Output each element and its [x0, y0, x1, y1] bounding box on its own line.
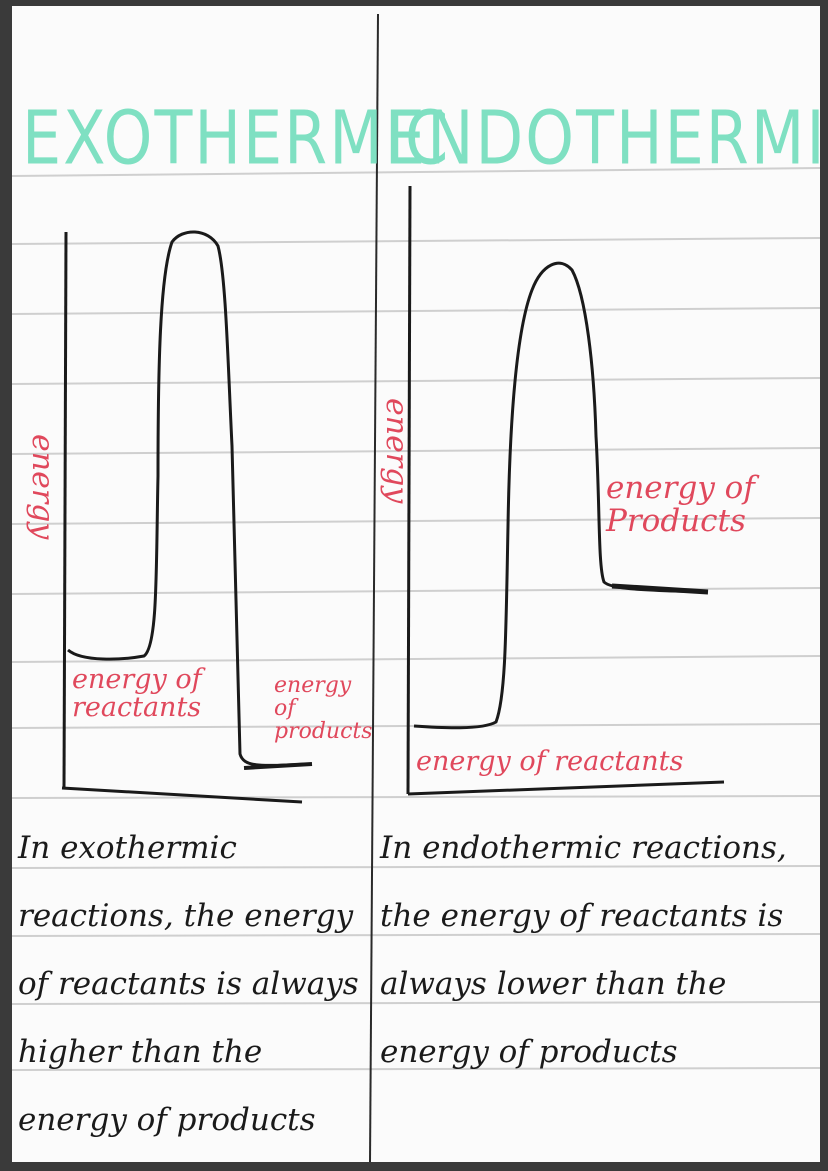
endo-axis-label: energy	[379, 398, 414, 504]
ruled-line	[12, 1001, 820, 1005]
exo-products-level	[243, 762, 313, 770]
ruled-line	[12, 167, 820, 177]
exo-axis-label: energy	[25, 434, 60, 540]
endo-x-axis	[407, 780, 725, 796]
endo-reactants-label: energy of reactants	[416, 746, 684, 777]
endo-products-level	[611, 583, 709, 595]
exo-products-label: energy of products	[274, 673, 373, 745]
exo-y-axis	[62, 231, 68, 789]
page-drawing	[12, 13, 820, 1162]
endo-y-axis	[406, 185, 412, 795]
notebook-page: EXOTHERMIC ENDOTHERMIC energy energy of …	[12, 6, 820, 1162]
endo-products-label: energy of Products	[606, 470, 755, 539]
endothermic-title: ENDOTHERMIC	[386, 94, 820, 182]
endothermic-description: In endothermic reactions, the energy of …	[380, 830, 787, 1070]
exothermic-title: EXOTHERMIC	[22, 94, 451, 182]
ruled-line	[12, 655, 820, 663]
ruled-line	[12, 307, 820, 315]
exo-energy-curve	[67, 230, 309, 767]
center-divider	[369, 13, 379, 1162]
exo-reactants-label: energy of reactants	[72, 664, 202, 724]
ruled-line	[12, 795, 820, 799]
ruled-line	[12, 447, 820, 455]
endo-energy-curve	[413, 261, 703, 730]
ruled-line	[12, 865, 820, 869]
exothermic-description: In exothermic reactions, the energy of r…	[18, 830, 359, 1138]
ruled-line	[12, 377, 820, 385]
ruled-line	[12, 1067, 820, 1071]
ruled-line	[12, 237, 820, 245]
ruled-line	[12, 933, 820, 937]
ruled-line	[12, 517, 820, 525]
exo-x-axis	[61, 786, 303, 804]
